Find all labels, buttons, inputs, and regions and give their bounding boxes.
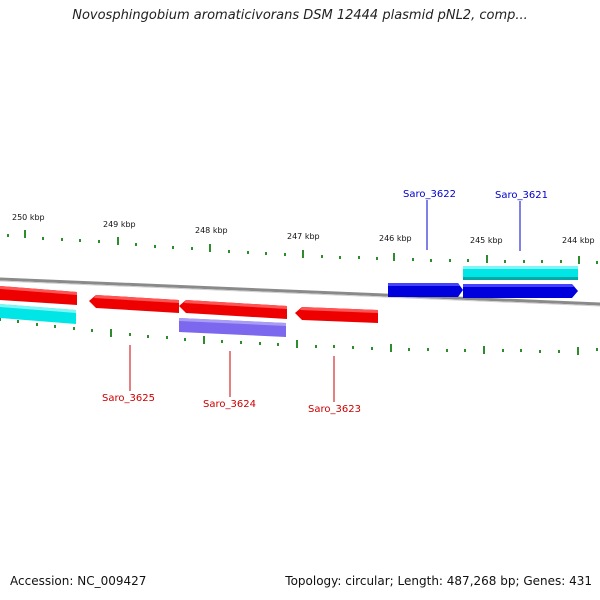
scale-label-248: 248 kbp [195,226,228,235]
scale-label-250: 250 kbp [12,213,45,222]
gene-saro-3625[interactable] [89,295,179,313]
gene-label-saro-3621[interactable]: Saro_3621 [495,190,548,201]
gene-saro-3621[interactable] [463,284,578,298]
gene-label-saro-3623[interactable]: Saro_3623 [308,404,361,415]
gene-label-saro-3625[interactable]: Saro_3625 [102,393,155,404]
gene-saro-3623[interactable] [295,307,378,323]
gene-saro-3624[interactable] [179,300,287,319]
topology-summary: Topology: circular; Length: 487,268 bp; … [285,574,592,588]
purple-feature[interactable] [179,318,286,337]
accession-text: Accession: NC_009427 [10,574,147,588]
cyan-feature-upper[interactable] [463,266,578,280]
gene-label-saro-3622[interactable]: Saro_3622 [403,189,456,200]
scale-label-249: 249 kbp [103,220,136,229]
backbone [0,277,600,306]
upper-ticks [7,230,598,264]
scale-label-244: 244 kbp [562,236,595,245]
lower-ticks [0,318,598,355]
gene-label-saro-3624[interactable]: Saro_3624 [203,399,256,410]
gene-left-partial[interactable] [0,286,77,305]
scale-label-247: 247 kbp [287,232,320,241]
scale-label-246: 246 kbp [379,234,412,243]
gene-saro-3622[interactable] [388,283,463,297]
map-title: Novosphingobium aromaticivorans DSM 1244… [72,8,528,23]
cyan-feature-lower[interactable] [0,304,76,324]
scale-label-245: 245 kbp [470,236,503,245]
